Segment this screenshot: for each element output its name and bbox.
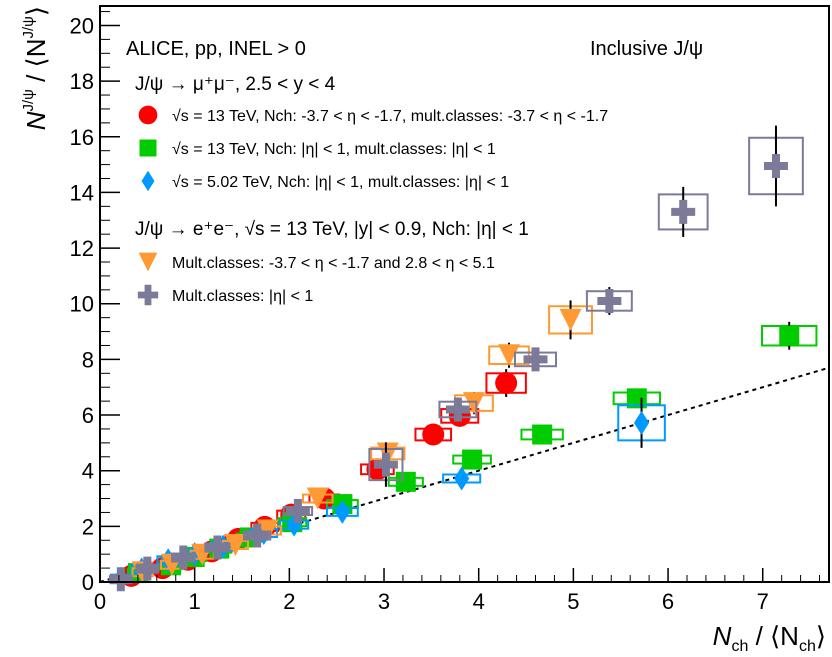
- x-tick-label: 3: [378, 589, 390, 614]
- svg-text:NJ/ψ / ⟨NJ/ψ⟩: NJ/ψ / ⟨NJ/ψ⟩: [20, 6, 51, 130]
- x-title-sub: ch: [731, 638, 748, 655]
- y-axis-title: NJ/ψ / ⟨NJ/ψ⟩: [20, 6, 51, 130]
- marker: [422, 424, 444, 446]
- data-point: [587, 287, 632, 315]
- legend-group1: √s = 13 TeV, Nch: -3.7 < η < -1.7, mult.…: [139, 106, 609, 192]
- y-tick-label: 8: [82, 347, 94, 372]
- legend-label: √s = 13 TeV, Nch: |η| < 1, mult.classes:…: [172, 141, 496, 158]
- y-title-sup2: J/ψ: [20, 16, 37, 38]
- data-point: [489, 343, 529, 368]
- legend-group1-title: J/ψ → μ⁺μ⁻, 2.5 < y < 4: [135, 74, 336, 95]
- marker: [560, 309, 582, 331]
- x-tick-label: 5: [567, 589, 579, 614]
- data-marks: [109, 126, 817, 592]
- marker: [671, 200, 695, 224]
- marker: [597, 289, 621, 313]
- x-tick-label: 1: [189, 589, 201, 614]
- legend-marker: [139, 253, 158, 272]
- y-tick-label: 10: [70, 292, 94, 317]
- x-title-rest: / ⟨N: [748, 621, 799, 651]
- marker: [532, 425, 552, 445]
- y-tick-label: 6: [82, 403, 94, 428]
- y-tick-label: 4: [82, 459, 94, 484]
- y-title-rest: / ⟨N: [21, 39, 51, 90]
- legend-label: √s = 13 TeV, Nch: -3.7 < η < -1.7, mult.…: [172, 108, 608, 125]
- legend-item: √s = 13 TeV, Nch: -3.7 < η < -1.7, mult.…: [139, 106, 609, 125]
- y-tick-label: 14: [70, 180, 94, 205]
- legend-marker: [140, 140, 157, 157]
- data-point: [415, 424, 451, 446]
- legend-label: √s = 5.02 TeV, Nch: |η| < 1, mult.classe…: [172, 174, 509, 191]
- marker: [634, 411, 649, 435]
- marker: [524, 347, 548, 371]
- x-tick-label: 2: [283, 589, 295, 614]
- y-tick-label: 12: [70, 236, 94, 261]
- data-point: [486, 369, 525, 397]
- marker: [454, 466, 469, 490]
- data-point: [549, 300, 592, 339]
- data-point: [659, 187, 708, 237]
- marker: [396, 472, 416, 492]
- y-title-sup: J/ψ: [20, 89, 37, 111]
- legend-group2: Mult.classes: -3.7 < η < -1.7 and 2.8 < …: [138, 253, 495, 306]
- x-tick-label: 4: [473, 589, 485, 614]
- data-point: [762, 322, 816, 350]
- y-tick-label: 0: [82, 570, 94, 595]
- data-point: [515, 347, 556, 371]
- y-tick-label: 16: [70, 125, 94, 150]
- svg-text:Nch / ⟨Nch⟩: Nch / ⟨Nch⟩: [713, 621, 826, 655]
- x-tick-label: 0: [94, 589, 106, 614]
- data-point: [453, 450, 491, 470]
- legend-label: Mult.classes: -3.7 < η < -1.7 and 2.8 < …: [172, 255, 495, 272]
- legend-marker: [142, 171, 155, 191]
- x-title-n: N: [713, 621, 732, 651]
- legend-item: √s = 13 TeV, Nch: |η| < 1, mult.classes:…: [140, 140, 496, 159]
- legend-label: Mult.classes: |η| < 1: [172, 288, 313, 305]
- data-point: [749, 126, 803, 207]
- x-tick-label: 6: [662, 589, 674, 614]
- legend-marker: [138, 285, 158, 305]
- x-title-sub2: ch: [799, 638, 816, 655]
- x-axis-title: Nch / ⟨Nch⟩: [713, 621, 826, 655]
- y-title-close: ⟩: [21, 6, 51, 16]
- marker: [498, 344, 520, 366]
- header-left: ALICE, pp, INEL > 0: [126, 38, 306, 60]
- data-point: [521, 425, 562, 445]
- y-tick-label: 20: [70, 13, 94, 38]
- series-4: [109, 126, 803, 592]
- y-tick-label: 18: [70, 69, 94, 94]
- data-point: [369, 442, 402, 487]
- x-title-close: ⟩: [816, 621, 826, 651]
- y-title-n: N: [21, 111, 51, 130]
- series-3: [132, 300, 592, 583]
- legend-marker: [139, 106, 158, 125]
- legend-item: Mult.classes: |η| < 1: [138, 285, 314, 305]
- data-point: [618, 398, 665, 448]
- legend-item: √s = 5.02 TeV, Nch: |η| < 1, mult.classe…: [142, 171, 510, 191]
- legend-group2-title: J/ψ → e⁺e⁻, √s = 13 TeV, |y| < 0.9, Nch:…: [135, 219, 529, 240]
- marker: [462, 450, 482, 470]
- header-right: Inclusive J/ψ: [590, 38, 703, 60]
- legend-item: Mult.classes: -3.7 < η < -1.7 and 2.8 < …: [139, 253, 495, 272]
- y-tick-label: 2: [82, 514, 94, 539]
- marker: [495, 372, 517, 394]
- marker: [779, 326, 799, 346]
- marker: [764, 154, 788, 178]
- x-tick-label: 7: [757, 589, 769, 614]
